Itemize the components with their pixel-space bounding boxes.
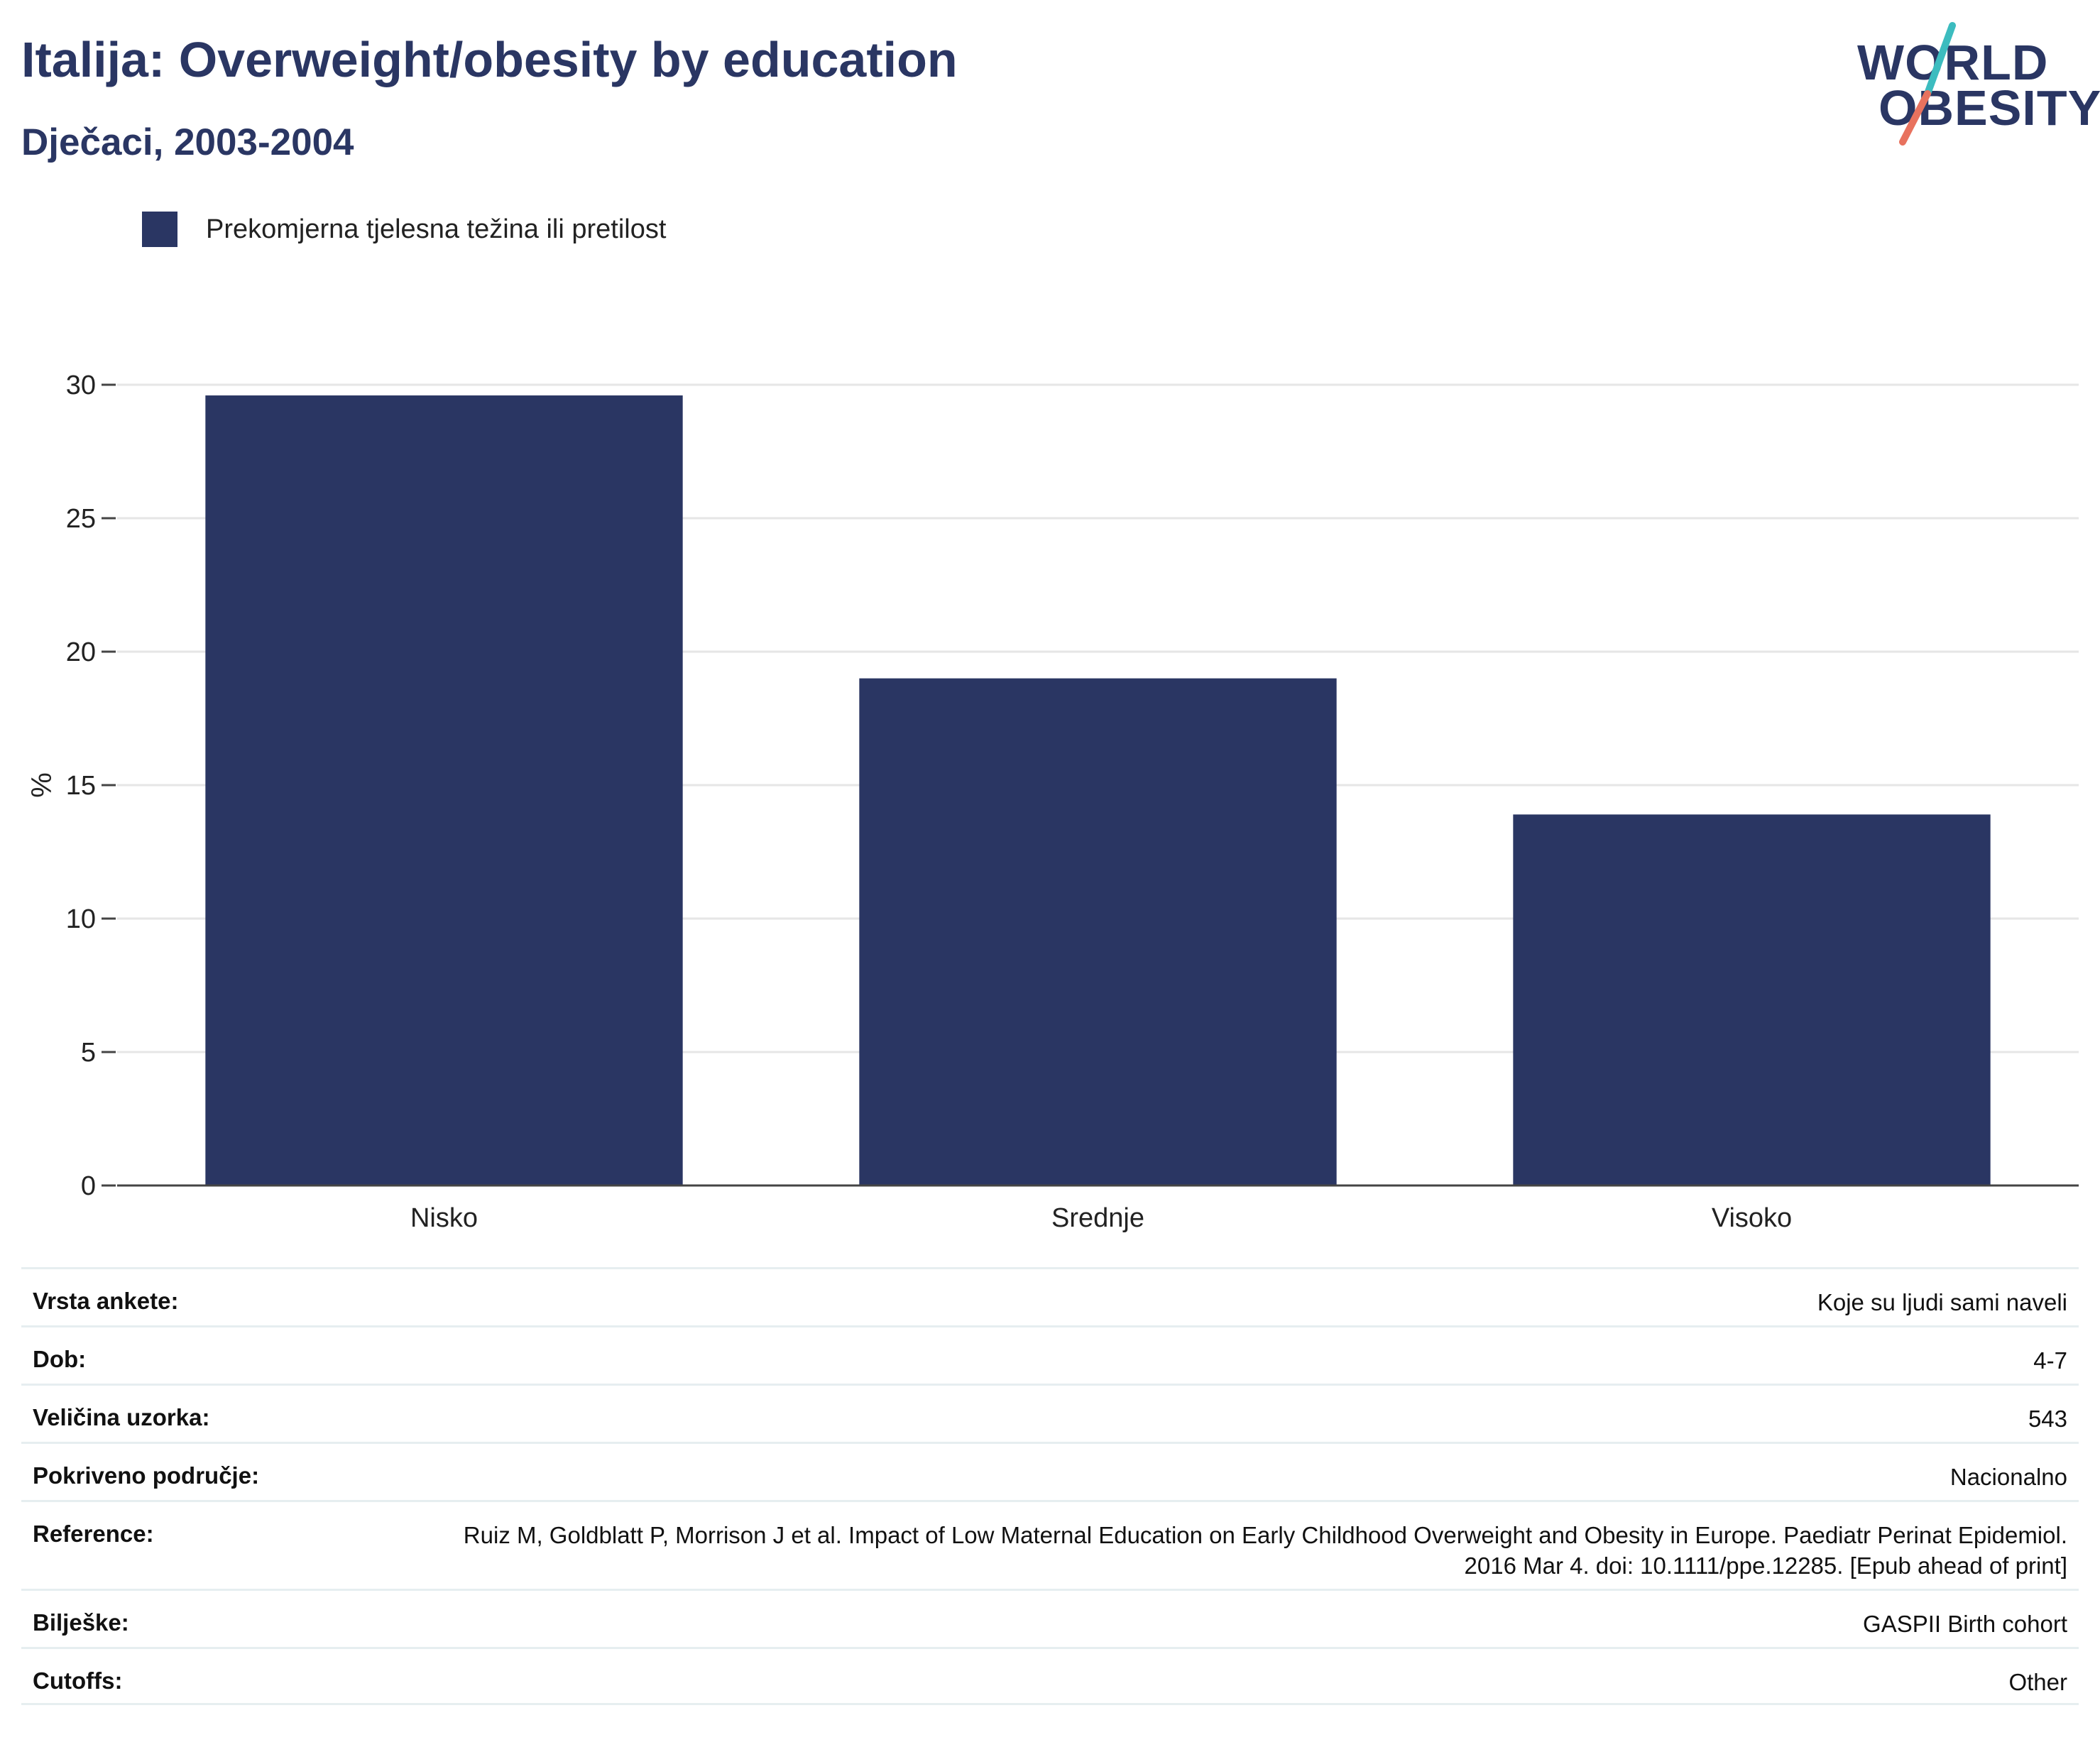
bar-chart: 0 5 10 15 20 25 30 Nisko Srednje Visoko%	[26, 371, 2079, 1233]
legend-swatch	[142, 212, 177, 247]
info-row: Bilješke: GASPII Birth cohort	[21, 1589, 2079, 1647]
info-row: Veličina uzorka: 543	[21, 1384, 2079, 1442]
info-value: GASPII Birth cohort	[1863, 1611, 2067, 1637]
legend-label: Prekomjerna tjelesna težina ili pretilos…	[206, 214, 667, 244]
info-row: Reference: Ruiz M, Goldblatt P, Morrison …	[21, 1500, 2079, 1589]
info-value: 4-7	[2033, 1347, 2067, 1374]
info-value: Ruiz M, Goldblatt P, Morrison J et al. I…	[463, 1522, 2067, 1579]
logo-word-world: WORLD	[1857, 35, 2049, 90]
info-row: Pokriveno područje: Nacionalno	[21, 1442, 2079, 1500]
y-tick-label: 25	[66, 504, 96, 534]
y-tick-label: 5	[81, 1038, 96, 1068]
info-label: Reference:	[33, 1521, 154, 1547]
info-label: Veličina uzorka:	[33, 1404, 210, 1430]
y-tick-label: 30	[66, 371, 96, 400]
y-axis-title: %	[26, 772, 58, 798]
x-tick-label: Nisko	[410, 1203, 478, 1233]
info-row: Dob: 4-7	[21, 1325, 2079, 1384]
legend: Prekomjerna tjelesna težina ili pretilos…	[142, 212, 666, 247]
bar-nisko	[205, 395, 683, 1185]
info-value: Other	[2008, 1669, 2067, 1695]
bar-visoko	[1513, 814, 1991, 1185]
y-tick-label: 20	[66, 637, 96, 667]
info-label: Bilješke:	[33, 1609, 129, 1636]
y-tick-label: 0	[81, 1171, 96, 1201]
chart-title: Italija: Overweight/obesity by education	[21, 32, 958, 87]
survey-info-table: Vrsta ankete: Koje su ljudi sami naveli Do…	[21, 1267, 2079, 1705]
y-tick-label: 15	[66, 771, 96, 801]
info-row: Vrsta ankete: Koje su ljudi sami naveli	[21, 1267, 2079, 1325]
info-label: Pokriveno područje:	[33, 1462, 260, 1489]
x-tick-label: Visoko	[1712, 1203, 1792, 1233]
logo-word-obesity: OBESITY	[1878, 80, 2100, 136]
logo-slash-icon	[1899, 22, 1956, 146]
chart-subtitle: Dječaci, 2003-2004	[21, 121, 354, 163]
info-value: Nacionalno	[1949, 1464, 2067, 1490]
bar-srednje	[859, 678, 1337, 1185]
info-row: Cutoffs: Other	[21, 1647, 2079, 1705]
info-label: Dob:	[33, 1346, 87, 1372]
info-label: Vrsta ankete:	[33, 1288, 179, 1314]
y-tick-label: 10	[66, 904, 96, 934]
world-obesity-logo: WORLD OBESITY	[1853, 21, 2100, 149]
x-tick-label: Srednje	[1051, 1203, 1144, 1233]
info-value: Koje su ljudi sami naveli	[1817, 1289, 2067, 1315]
info-label: Cutoffs:	[33, 1667, 123, 1694]
info-value: 543	[2028, 1406, 2067, 1432]
